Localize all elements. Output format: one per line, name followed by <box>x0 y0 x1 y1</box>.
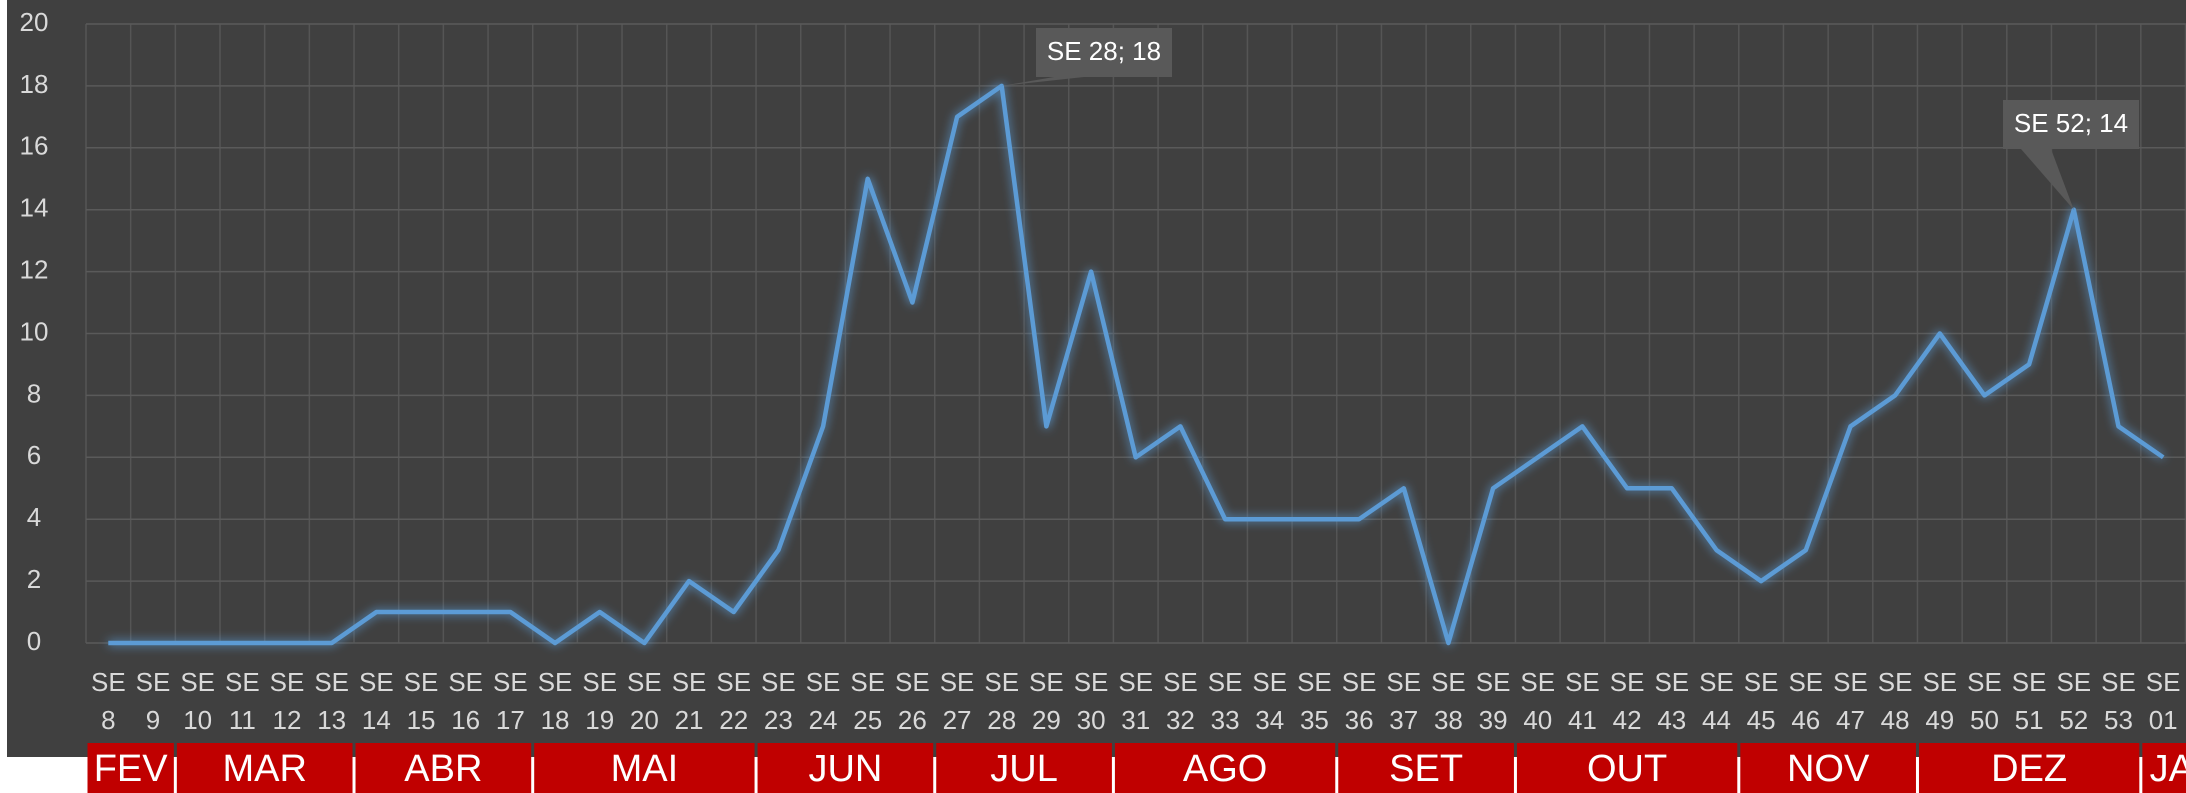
x-tick-label: SE 42 <box>1610 667 1645 735</box>
x-tick-label: SE 38 <box>1431 667 1466 735</box>
x-tick-label: SE 29 <box>1029 667 1064 735</box>
x-tick-label: SE 21 <box>672 667 707 735</box>
month-band <box>534 743 755 793</box>
x-tick-label: SE 50 <box>1967 667 2002 735</box>
x-tick-label: SE 19 <box>582 667 617 735</box>
month-band <box>1740 743 1916 793</box>
x-tick-label: SE 48 <box>1878 667 1913 735</box>
x-tick-label: SE 46 <box>1788 667 1823 735</box>
month-label: DEZ <box>1991 748 2067 790</box>
month-band <box>2142 743 2186 793</box>
month-label: ABR <box>404 748 482 790</box>
x-tick-label: SE 11 <box>225 667 260 735</box>
month-band <box>936 743 1112 793</box>
callout: SE 52; 14 <box>2003 100 2139 210</box>
y-tick-label: 12 <box>20 254 49 284</box>
x-tick-label: SE 01 <box>2146 667 2181 735</box>
data-line <box>108 83 2165 646</box>
x-tick-label: SE 16 <box>448 667 483 735</box>
x-tick-label: SE 26 <box>895 667 930 735</box>
y-tick-label: 18 <box>20 69 49 99</box>
x-tick-label: SE 44 <box>1699 667 1734 735</box>
x-tick-label: SE 39 <box>1476 667 1511 735</box>
x-tick-label: SE 51 <box>2012 667 2047 735</box>
x-tick-label: SE 45 <box>1744 667 1779 735</box>
callout-box <box>2003 100 2139 149</box>
y-tick-label: 16 <box>20 131 49 161</box>
month-band <box>176 743 353 793</box>
x-tick-label: SE 34 <box>1252 667 1287 735</box>
month-label: MAI <box>611 748 679 790</box>
x-tick-label: SE 36 <box>1342 667 1377 735</box>
x-tick-label: SE 22 <box>716 667 751 735</box>
x-tick-label: SE 9 <box>136 667 171 735</box>
month-label: AGO <box>1183 748 1267 790</box>
month-band <box>87 743 174 793</box>
x-tick-label: SE 35 <box>1297 667 1332 735</box>
x-tick-label: SE 47 <box>1833 667 1868 735</box>
x-tick-label: SE 14 <box>359 667 394 735</box>
x-tick-label: SE 53 <box>2101 667 2136 735</box>
month-label: JUL <box>990 748 1058 790</box>
x-tick-label: SE 25 <box>850 667 885 735</box>
month-label: OUT <box>1587 748 1667 790</box>
y-tick-label: 8 <box>27 378 41 408</box>
month-band <box>355 743 532 793</box>
x-tick-label: SE 43 <box>1654 667 1689 735</box>
x-tick-label: SE 18 <box>538 667 573 735</box>
x-tick-label: SE 52 <box>2056 667 2091 735</box>
y-tick-label: 4 <box>27 502 41 532</box>
x-tick-label: SE 17 <box>493 667 528 735</box>
month-label: JUN <box>808 748 882 790</box>
month-label: NOV <box>1787 748 1870 790</box>
callout-text: SE 28; 18 <box>1047 36 1161 66</box>
x-tick-label: SE 49 <box>1922 667 1957 735</box>
month-band <box>1338 743 1514 793</box>
callout-box <box>1036 28 1172 77</box>
y-tick-label: 14 <box>20 193 49 223</box>
callout-text: SE 52; 14 <box>2014 108 2128 138</box>
plot-background <box>7 0 2186 757</box>
x-tick-label: SE 33 <box>1208 667 1243 735</box>
x-tick-label: SE 20 <box>627 667 662 735</box>
x-tick-label: SE 30 <box>1074 667 1109 735</box>
x-tick-label: SE 40 <box>1520 667 1555 735</box>
x-tick-label: SE 37 <box>1386 667 1421 735</box>
month-label: FEV <box>94 748 169 790</box>
x-tick-label: SE 13 <box>314 667 349 735</box>
month-band <box>1516 743 1738 793</box>
callout-pointer <box>1001 77 1084 86</box>
x-tick-label: SE 24 <box>806 667 841 735</box>
x-tick-label: SE 8 <box>91 667 126 735</box>
x-tick-label: SE 28 <box>984 667 1019 735</box>
month-label: SET <box>1389 748 1463 790</box>
y-tick-label: 2 <box>27 564 41 594</box>
x-tick-label: SE 15 <box>404 667 439 735</box>
y-tick-label: 0 <box>27 626 41 656</box>
x-tick-label: SE 32 <box>1163 667 1198 735</box>
month-band <box>1918 743 2140 793</box>
y-tick-label: 10 <box>20 316 49 346</box>
x-tick-label: SE 31 <box>1118 667 1153 735</box>
month-band <box>1114 743 1336 793</box>
month-label: MAR <box>222 748 306 790</box>
y-tick-label: 6 <box>27 440 41 470</box>
month-label: JAN <box>2150 748 2186 790</box>
x-tick-label: SE 23 <box>761 667 796 735</box>
x-tick-label: SE 41 <box>1565 667 1600 735</box>
x-tick-label: SE 12 <box>270 667 305 735</box>
x-tick-label: SE 27 <box>940 667 975 735</box>
x-tick-label: SE 10 <box>180 667 215 735</box>
callout: SE 28; 18 <box>1001 28 1172 86</box>
month-band <box>757 743 934 793</box>
y-tick-label: 20 <box>20 7 49 37</box>
callout-pointer <box>2021 149 2074 210</box>
